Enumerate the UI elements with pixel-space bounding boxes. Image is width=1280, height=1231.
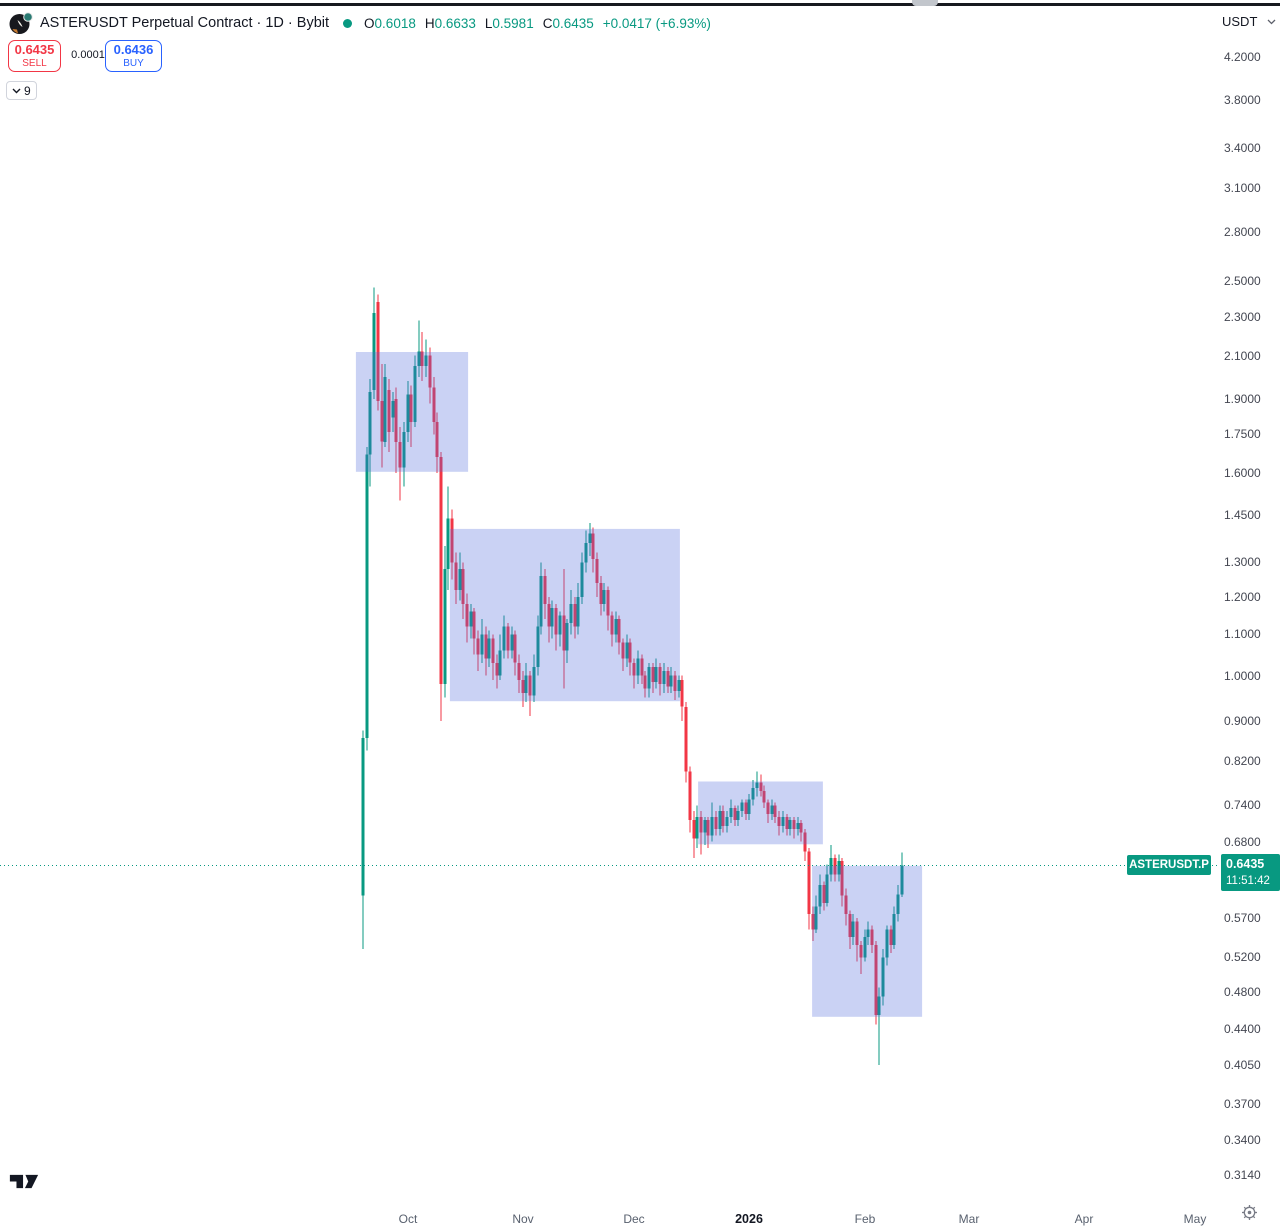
time-tick-label: 2026 [735, 1212, 763, 1226]
candlestick-series [361, 287, 904, 1066]
ohlc-close-value: 0.6435 [552, 15, 594, 31]
ohlc-low-value: 0.5981 [492, 15, 534, 31]
price-tick-label: 2.1000 [1224, 349, 1261, 363]
price-tick-label: 2.3000 [1224, 310, 1261, 324]
last-price-value: 0.6435 [1226, 857, 1265, 872]
time-tick-label: May [1183, 1212, 1207, 1226]
price-tick-label: 0.7400 [1224, 798, 1261, 812]
time-tick-label: Feb [854, 1212, 876, 1226]
price-tick-label: 1.3000 [1224, 555, 1261, 569]
range-box[interactable] [698, 781, 823, 845]
price-tick-label: 1.7500 [1224, 427, 1261, 441]
gear-icon[interactable] [1241, 1204, 1258, 1221]
chart-legend: ASTERUSDT Perpetual Contract · 1D · Bybi… [9, 11, 711, 35]
ohlc-low-label: L [484, 15, 493, 31]
time-tick-label: Nov [512, 1212, 534, 1226]
window-top-border [0, 3, 1280, 6]
ohlc-values: O 0.6018 H 0.6633 L 0.5981 C 0.6435 +0.0417 … [364, 16, 711, 31]
time-tick-label: Oct [398, 1212, 418, 1226]
price-tick-label: 4.2000 [1224, 50, 1261, 64]
ohlc-open-value: 0.6018 [374, 15, 416, 31]
price-tick-label: 0.4800 [1224, 985, 1261, 999]
change-value: +0.0417 (+6.93%) [602, 15, 711, 31]
buy-button[interactable]: 0.6436 BUY [105, 40, 162, 72]
range-box[interactable] [355, 352, 469, 472]
price-tick-label: 0.5700 [1224, 911, 1261, 925]
buy-price: 0.6436 [113, 41, 154, 57]
ohlc-close-label: C [542, 15, 553, 31]
price-tick-label: 0.5200 [1224, 950, 1261, 964]
tradingview-logo[interactable] [8, 1172, 40, 1191]
price-tick-label: 1.4500 [1224, 508, 1261, 522]
last-price-badge: 0.6435 11:51:42 [1221, 854, 1280, 892]
price-tick-label: 1.0000 [1224, 669, 1261, 683]
currency-selector[interactable]: USDT [1222, 14, 1276, 29]
price-tick-label: 0.4400 [1224, 1022, 1261, 1036]
price-tick-label: 0.9000 [1224, 714, 1261, 728]
spread-value: 0.0001 [71, 49, 105, 61]
price-tick-label: 1.9000 [1224, 392, 1261, 406]
time-tick-label: Dec [623, 1212, 645, 1226]
price-tick-label: 0.4050 [1224, 1058, 1261, 1072]
sell-label: SELL [22, 57, 47, 69]
price-tick-label: 1.2000 [1224, 590, 1261, 604]
price-tick-label: 1.6000 [1224, 466, 1261, 480]
time-tick-label: Apr [1074, 1212, 1094, 1226]
indicators-collapse-chip[interactable]: 9 [6, 81, 37, 100]
symbol-title[interactable]: ASTERUSDT Perpetual Contract · 1D · Bybi… [40, 15, 330, 31]
price-tick-label: 3.8000 [1224, 93, 1261, 107]
ohlc-open-label: O [364, 15, 375, 31]
price-tick-label: 0.3140 [1224, 1168, 1261, 1182]
price-tick-label: 3.1000 [1224, 181, 1261, 195]
bar-countdown: 11:51:42 [1226, 875, 1270, 888]
price-tick-label: 0.8200 [1224, 754, 1261, 768]
price-tick-label: 3.4000 [1224, 141, 1261, 155]
price-tick-label: 0.3700 [1224, 1097, 1261, 1111]
price-tick-label: 0.6800 [1224, 835, 1261, 849]
currency-label: USDT [1222, 14, 1258, 29]
price-tick-label: 1.1000 [1224, 627, 1261, 641]
price-tick-label: 2.5000 [1224, 274, 1261, 288]
buy-label: BUY [123, 57, 144, 69]
ohlc-high-label: H [424, 15, 435, 31]
indicators-count: 9 [24, 83, 31, 98]
range-box[interactable] [812, 865, 923, 1017]
order-panel: 0.6435 SELL 0.0001 0.6436 BUY [8, 40, 162, 72]
market-status-dot-icon[interactable] [343, 18, 353, 28]
price-tick-label: 0.3400 [1224, 1133, 1261, 1147]
range-box[interactable] [449, 528, 680, 702]
chevron-down-icon [12, 88, 21, 93]
chevron-down-icon [1267, 19, 1276, 24]
sell-price: 0.6435 [14, 41, 55, 57]
scrollbar-notch [912, 0, 938, 6]
aster-logo-icon [9, 11, 33, 34]
symbol-price-badge: ASTERUSDT.P [1127, 855, 1211, 876]
price-tick-label: 2.8000 [1224, 225, 1261, 239]
sell-button[interactable]: 0.6435 SELL [8, 40, 61, 72]
time-tick-label: Mar [958, 1212, 980, 1226]
ohlc-high-value: 0.6633 [434, 15, 476, 31]
